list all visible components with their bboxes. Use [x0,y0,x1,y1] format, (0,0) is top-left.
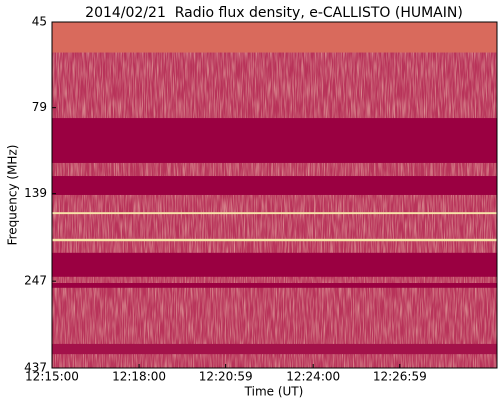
frequency-band [52,212,497,215]
x-tick-label: 12:26:59 [373,370,427,384]
frequency-band [52,343,497,355]
y-tick-label: 45 [32,15,47,29]
frequency-band [52,176,497,195]
y-tick-label: 247 [24,274,47,288]
x-tick-label: 12:15:00 [25,370,79,384]
frequency-band [52,238,497,242]
spectrogram-texture [52,22,497,368]
frequency-band [52,282,497,288]
x-tick-label: 12:24:00 [286,370,340,384]
x-axis-label: Time (UT) [244,385,304,399]
plot-frame [51,21,498,369]
frequency-band [52,118,497,163]
y-tick-label: 79 [32,100,47,114]
y-tick-label: 437 [24,361,47,375]
y-tick-label: 139 [24,186,47,200]
x-tick-label: 12:20:59 [199,370,253,384]
frequency-band [52,252,497,277]
x-tick-label: 12:18:00 [112,370,166,384]
frequency-band [52,22,497,53]
chart-title: 2014/02/21 Radio flux density, e-CALLIST… [85,5,463,21]
y-axis-label: Frequency (MHz) [6,145,20,246]
